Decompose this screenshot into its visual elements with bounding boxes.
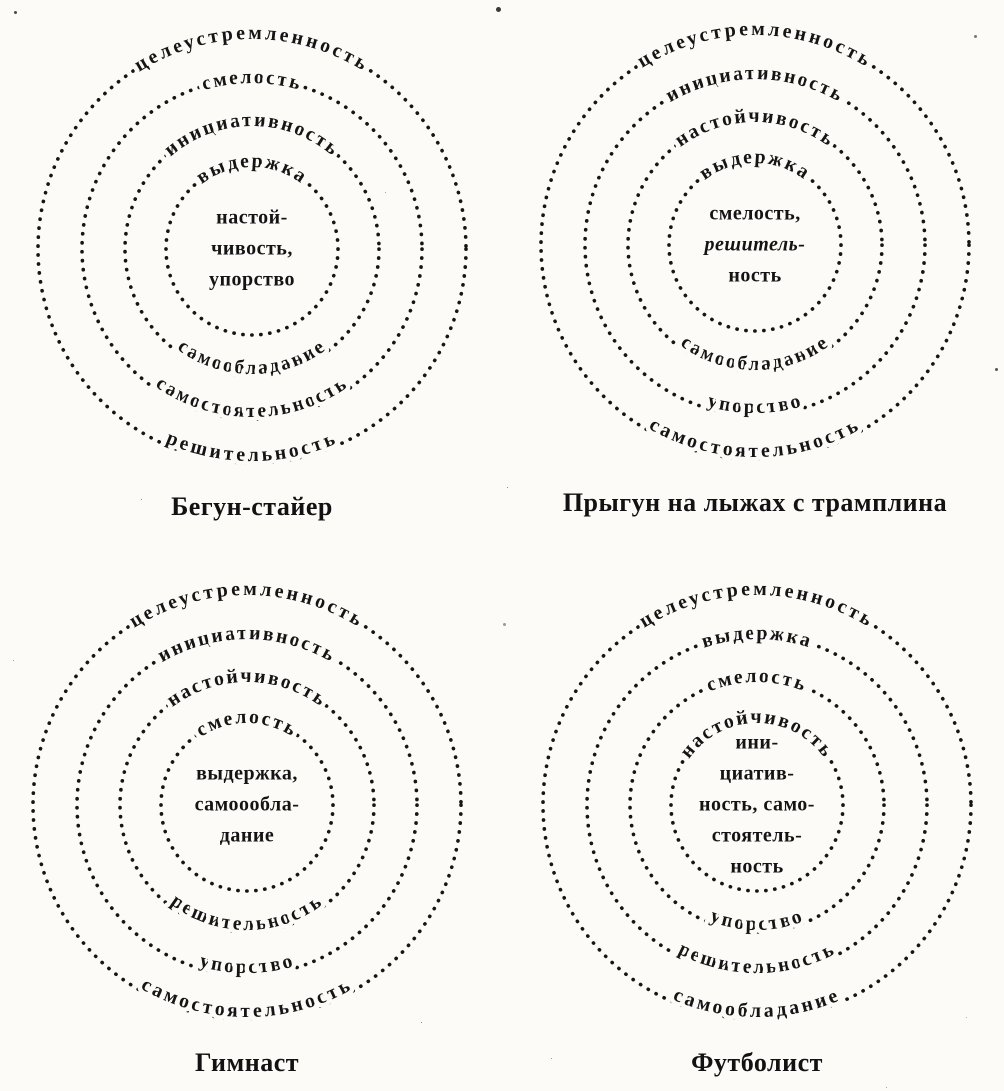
- core-quality-line: ини-: [735, 731, 779, 754]
- core-quality-line: ность: [730, 855, 784, 878]
- diagram-runner: целеустремленность смелость инициативнос…: [2, 14, 502, 534]
- ring-label-top-3: инициативность: [160, 109, 344, 161]
- core-qualities: настой- чивость, упорство: [147, 203, 357, 296]
- ring-label-top-2: инициативность: [154, 622, 340, 667]
- ring-2: [585, 633, 929, 977]
- core-quality-line: ность, само-: [699, 793, 815, 816]
- dotted-rings: [31, 589, 463, 1021]
- dotted-rings: [36, 33, 468, 465]
- ring-4: [667, 157, 843, 333]
- core-quality-line: смелость,: [709, 202, 801, 225]
- core-quality-line: чивость,: [211, 237, 293, 260]
- ring-4: [159, 717, 335, 893]
- ring-1: [31, 589, 463, 1021]
- diagram-caption: Гимнаст: [194, 1048, 300, 1077]
- dotted-rings: [539, 29, 971, 461]
- ring-3: [123, 120, 381, 378]
- ring-label-bottom-2: упорство: [705, 390, 804, 419]
- ring-label-top-4: выдержка: [192, 150, 312, 188]
- ring-label-bottom-1: самостоятельность: [646, 413, 864, 462]
- ring-label-top-2: инициативность: [662, 62, 848, 107]
- ring-4: [669, 717, 845, 893]
- diagram-caption: Бегун-стайер: [171, 492, 333, 521]
- diagram-caption: Прыгун на лыжах с трамплина: [562, 488, 948, 517]
- core-qualities: выдержка, самоообла- дание: [142, 759, 352, 852]
- ring-1: [541, 589, 973, 1021]
- rings-figure: целеустремленность смелость инициативнос…: [36, 17, 468, 471]
- core-quality-line: настой-: [216, 206, 288, 229]
- ring-label-top-4: выдержка: [695, 146, 815, 184]
- ring-3: [628, 676, 886, 934]
- ring-label-bottom-3: решительность: [167, 890, 327, 935]
- core-quality-line: упорство: [208, 268, 295, 291]
- ring-label-top-3: смелость: [703, 665, 810, 696]
- rings-figure: целеустремленность инициативность настой…: [31, 573, 463, 1027]
- ring-label-bottom-1: самостоятельность: [138, 973, 356, 1022]
- diagram-ski-jumper: целеустремленность инициативность настой…: [505, 10, 1004, 530]
- core-quality-line: выдержка,: [196, 762, 298, 785]
- ring-label-top-2: смелость: [199, 66, 304, 95]
- core-qualities: ини- циатив- ность, само- стоятель- ност…: [652, 728, 862, 883]
- ring-label-bottom-2: решительность: [675, 938, 839, 978]
- ring-label-bottom-3: самообладание: [677, 331, 833, 375]
- rings-figure: целеустремленность инициативность настой…: [539, 13, 971, 467]
- ring-label-bottom-2: самостоятельность: [152, 372, 352, 422]
- core-quality-line: решитель-: [704, 233, 806, 256]
- diagram-footballer: целеустремленность выдержка смелость нас…: [507, 570, 1004, 1090]
- ring-label-top-3: настойчивость: [671, 105, 840, 151]
- scan-noise-speckles: [14, 11, 17, 14]
- ring-label-top-3: настойчивость: [163, 665, 332, 711]
- ring-4: [164, 161, 340, 337]
- ring-label-bottom-3: упорство: [708, 905, 807, 936]
- diagram-caption: Футболист: [691, 1048, 823, 1077]
- rings-figure: целеустремленность выдержка смелость нас…: [541, 573, 973, 1027]
- core-quality-line: самоообла-: [194, 793, 300, 816]
- ring-2: [80, 77, 424, 421]
- core-quality-line: стоятель-: [711, 824, 803, 847]
- diagram-gymnast: целеустремленность инициативность настой…: [0, 570, 497, 1090]
- core-qualities: смелость, решитель- ность: [650, 199, 860, 292]
- core-quality-line: циатив-: [719, 762, 795, 785]
- ring-2: [75, 633, 419, 977]
- core-quality-line: ность: [728, 264, 782, 287]
- ring-2: [583, 73, 927, 417]
- ring-1: [539, 29, 971, 461]
- ring-label-top-2: выдержка: [699, 622, 815, 653]
- core-quality-line: дание: [219, 824, 275, 847]
- ring-3: [118, 676, 376, 934]
- ring-label-top-4: смелость: [192, 706, 302, 742]
- ring-label-bottom-1: решительность: [163, 427, 340, 466]
- dotted-rings: [541, 589, 973, 1021]
- ring-1: [36, 33, 468, 465]
- ring-3: [626, 116, 884, 374]
- ring-label-bottom-3: самообладание: [174, 335, 330, 379]
- ring-label-bottom-2: упорство: [197, 950, 296, 979]
- ring-label-bottom-1: самообладание: [670, 984, 843, 1022]
